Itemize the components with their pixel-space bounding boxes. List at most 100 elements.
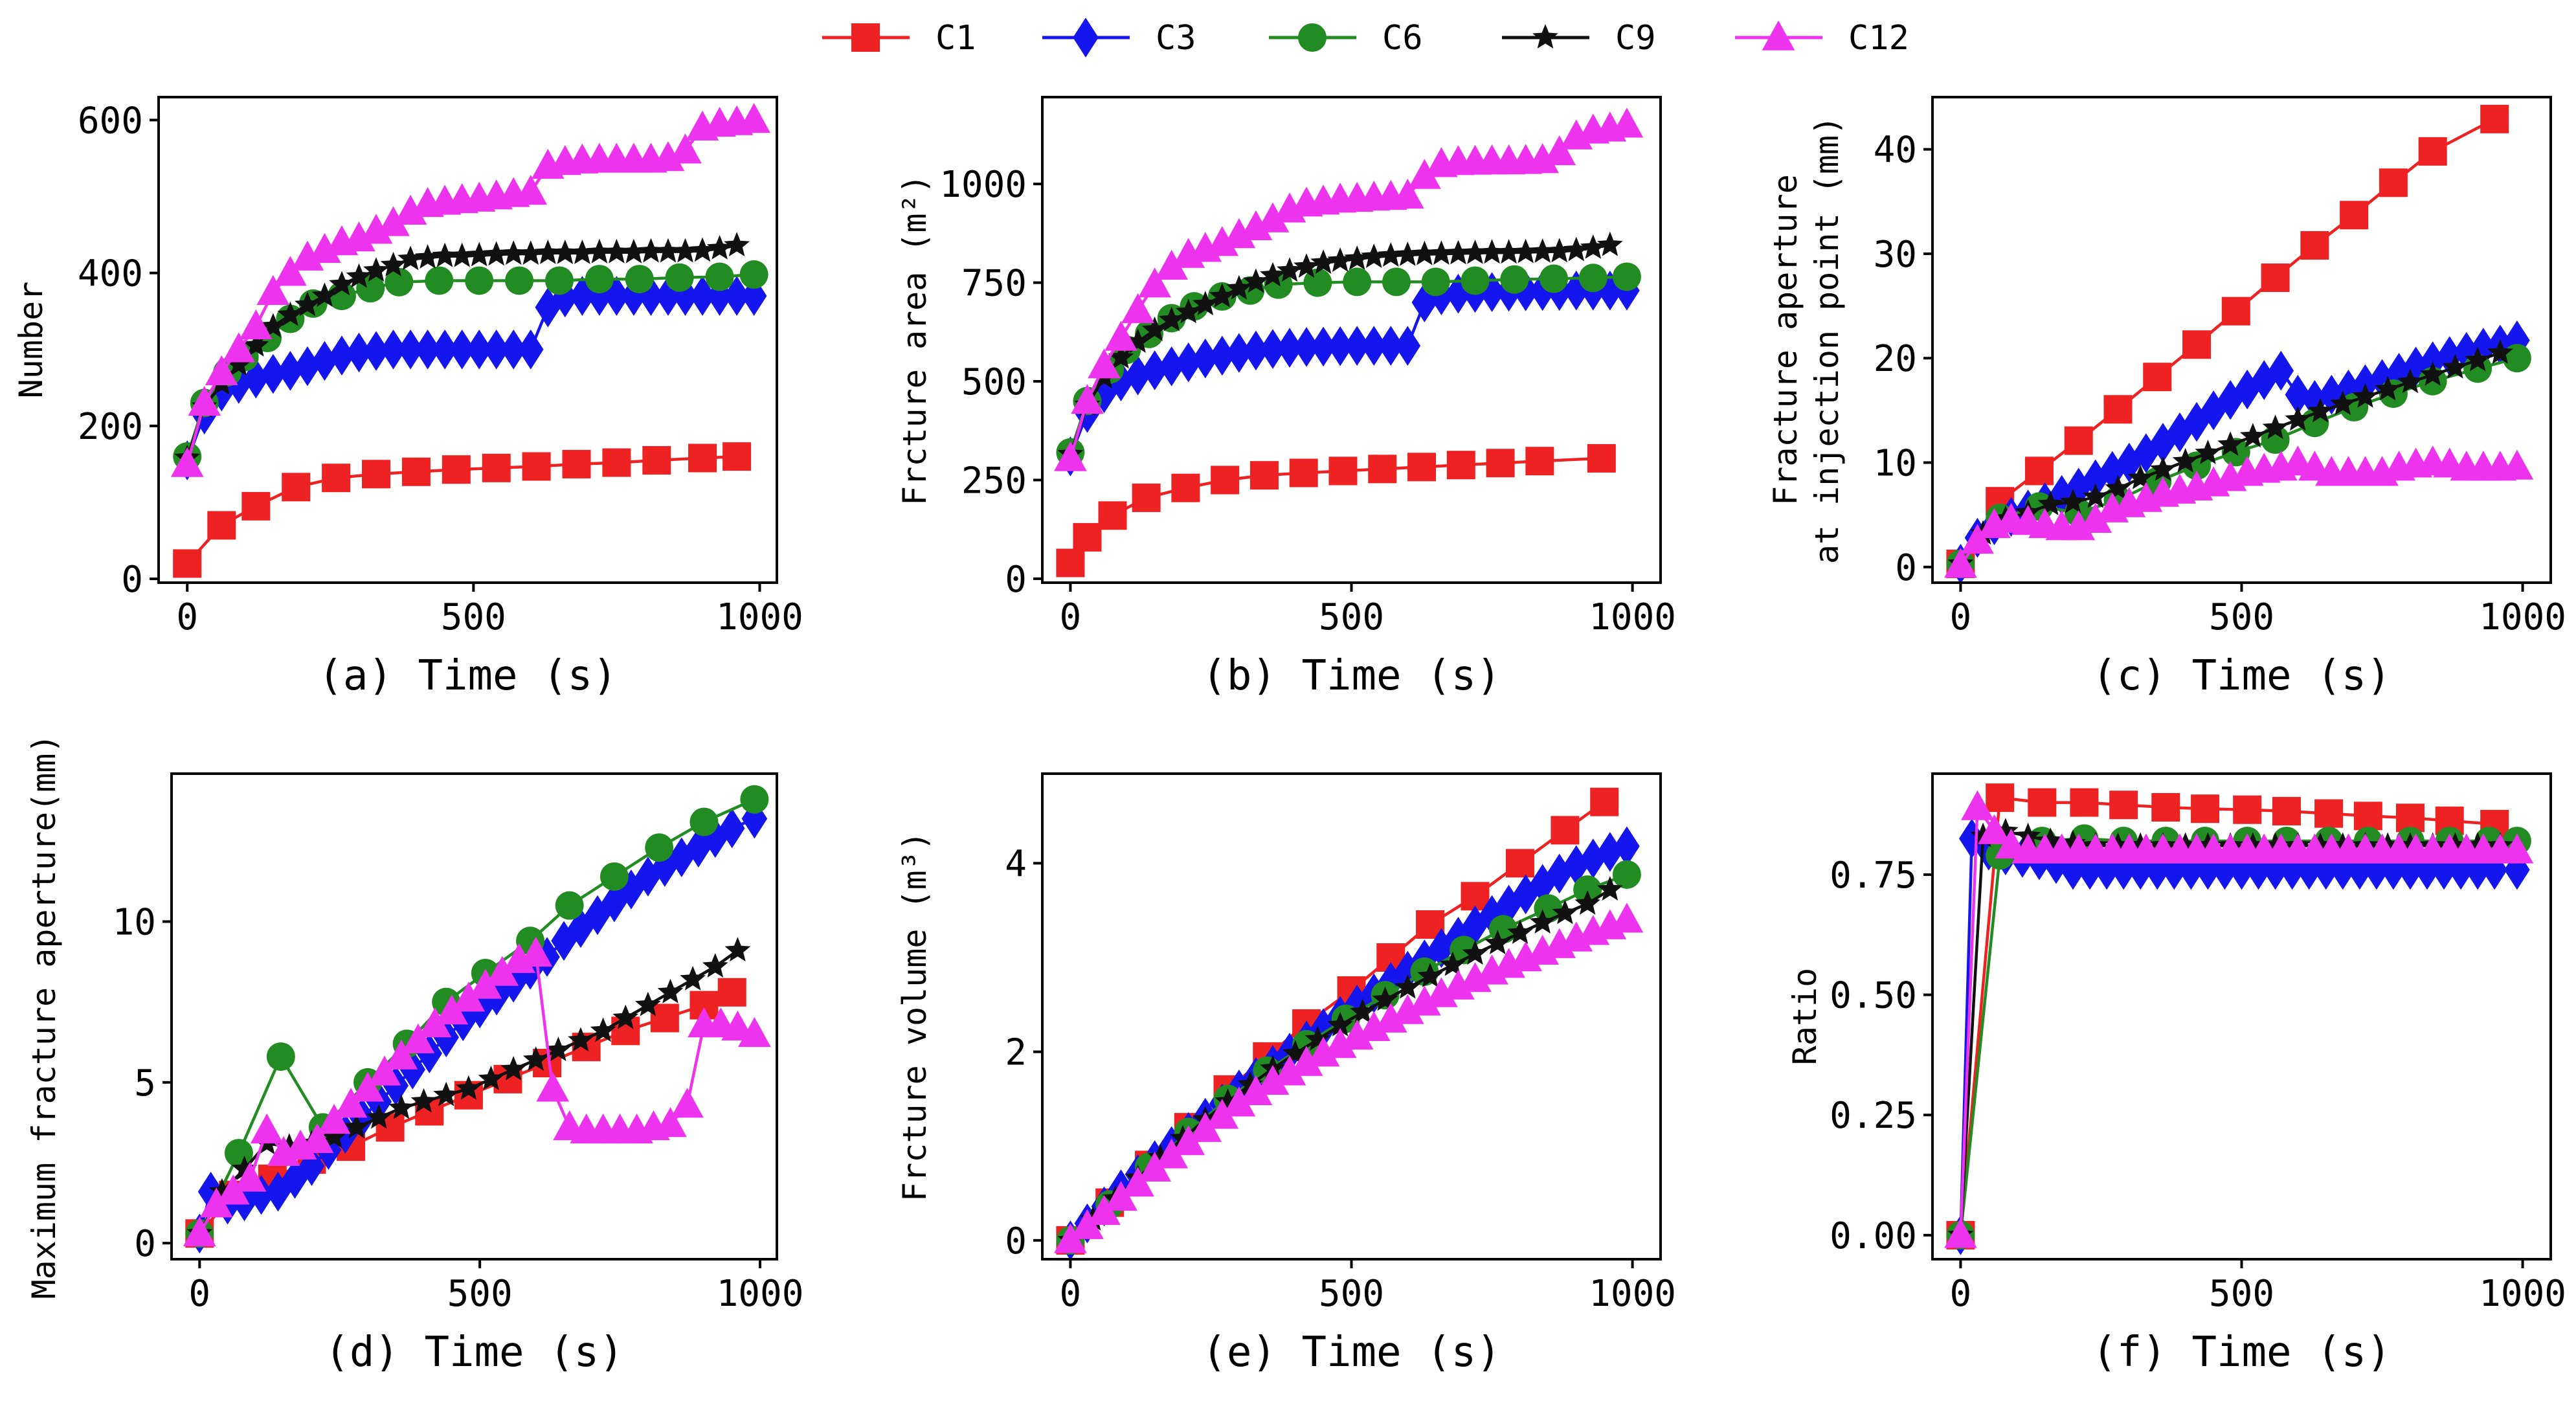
data-point-c12 <box>233 1161 267 1192</box>
data-point-c6 <box>1573 875 1602 904</box>
data-point-c9 <box>2352 383 2379 408</box>
data-point-c6 <box>1461 266 1490 295</box>
data-point-c3 <box>2133 433 2159 473</box>
data-point-c1 <box>1328 456 1358 486</box>
data-point-c12 <box>1121 1167 1154 1197</box>
data-point-c9 <box>209 1178 235 1203</box>
data-point-c9 <box>1462 940 1488 965</box>
data-point-c1 <box>2353 801 2382 831</box>
data-point-c9 <box>2240 423 2266 448</box>
y-tick-label: 0.75 <box>1830 855 1917 897</box>
data-point-c9 <box>321 1123 347 1149</box>
data-point-c12 <box>737 103 770 133</box>
data-point-c1 <box>2143 363 2172 392</box>
data-point-c1 <box>642 446 671 475</box>
data-point-c3 <box>1260 329 1286 369</box>
data-point-c6 <box>385 267 414 297</box>
data-point-c3 <box>1344 326 1370 366</box>
data-point-c9 <box>1108 344 1134 369</box>
y-tick-label: 4 <box>1005 843 1027 885</box>
data-point-c12 <box>2500 833 2534 864</box>
data-point-c1 <box>1407 453 1437 482</box>
data-point-c9 <box>552 240 578 264</box>
legend-label: C3 <box>1156 19 1196 58</box>
data-point-c9 <box>1260 262 1286 287</box>
data-point-c6 <box>2261 425 2290 454</box>
data-point-c9 <box>500 240 527 265</box>
data-point-c12 <box>1526 143 1559 174</box>
data-point-c12 <box>317 1104 351 1134</box>
data-point-c12 <box>1610 107 1644 138</box>
data-point-c6 <box>1578 263 1607 293</box>
data-point-c1 <box>2024 456 2054 486</box>
data-point-c1 <box>2233 795 2262 824</box>
data-point-c9 <box>277 301 304 326</box>
data-point-c9 <box>500 1056 526 1081</box>
data-point-c3 <box>1546 853 1573 894</box>
data-point-c9 <box>2329 390 2356 416</box>
data-point-c1 <box>2221 297 2250 326</box>
data-point-c9 <box>456 1075 482 1100</box>
data-point-c1 <box>1211 465 1240 495</box>
series-group <box>183 785 771 1254</box>
data-point-c12 <box>1155 249 1188 280</box>
data-point-c9 <box>621 238 647 263</box>
data-point-c12 <box>1357 1011 1391 1042</box>
data-point-c9 <box>449 242 475 267</box>
data-point-c9 <box>1411 240 1438 265</box>
data-point-c6 <box>555 891 584 920</box>
y-tick-label: 0 <box>1895 547 1917 589</box>
data-point-c12 <box>1459 962 1492 992</box>
data-point-c12 <box>1172 1125 1205 1156</box>
data-point-c9 <box>1378 242 1404 267</box>
data-point-c12 <box>1961 524 1994 554</box>
legend-item-c1: C1 <box>822 19 976 58</box>
data-point-c9 <box>433 1081 460 1106</box>
plot-frame <box>170 772 778 1261</box>
data-point-c1 <box>2103 395 2133 424</box>
data-point-c12 <box>1374 1002 1407 1033</box>
data-point-c12 <box>274 256 307 286</box>
data-point-c12 <box>1944 1218 1977 1248</box>
panel-d: 0 500 1000 0 5 10 (d) Time (s) Maximum fracture… <box>25 734 803 1376</box>
y-tick-label: 500 <box>961 361 1027 403</box>
data-point-c3 <box>1277 328 1303 368</box>
x-tick-label: 500 <box>1319 1273 1384 1315</box>
data-point-c9 <box>478 1066 504 1090</box>
y-tick-label: 0 <box>1005 1220 1027 1262</box>
data-point-c3 <box>1394 326 1421 366</box>
series-line-c3 <box>1959 836 2517 1235</box>
data-point-c1 <box>2379 168 2408 197</box>
data-point-c3 <box>2419 341 2446 381</box>
y-tick-label: 20 <box>1874 338 1917 380</box>
data-point-c3 <box>2144 849 2171 890</box>
y-tick-label: 0.50 <box>1830 975 1917 1017</box>
data-point-c12 <box>401 1023 435 1054</box>
data-point-c1 <box>650 1003 679 1033</box>
plot-frame <box>157 96 778 584</box>
y-tick-label: 1000 <box>939 164 1027 206</box>
data-point-c3 <box>1580 838 1606 879</box>
data-point-c3 <box>1378 326 1404 366</box>
data-point-c1 <box>722 442 752 471</box>
data-point-c12 <box>394 194 427 225</box>
data-point-c3 <box>1344 984 1370 1025</box>
y-tick-label: 250 <box>961 460 1027 502</box>
data-point-c9 <box>655 238 681 263</box>
data-point-c9 <box>2037 491 2064 515</box>
x-tick-label: 0 <box>1060 1273 1082 1315</box>
data-point-c1 <box>401 457 431 486</box>
data-point-c12 <box>1408 159 1441 189</box>
data-point-c1 <box>1590 787 1619 816</box>
series-line-c9 <box>1069 888 1611 1242</box>
series-line-c12 <box>1069 918 1628 1242</box>
data-point-c3 <box>1294 327 1319 367</box>
y-tick-label: 0.25 <box>1830 1095 1917 1137</box>
data-point-c12 <box>1222 218 1256 249</box>
data-point-c12 <box>183 1216 216 1247</box>
data-point-c12 <box>671 1088 704 1118</box>
data-point-c3 <box>2329 849 2356 890</box>
data-point-c1 <box>2191 794 2220 824</box>
data-point-c3 <box>329 335 355 376</box>
